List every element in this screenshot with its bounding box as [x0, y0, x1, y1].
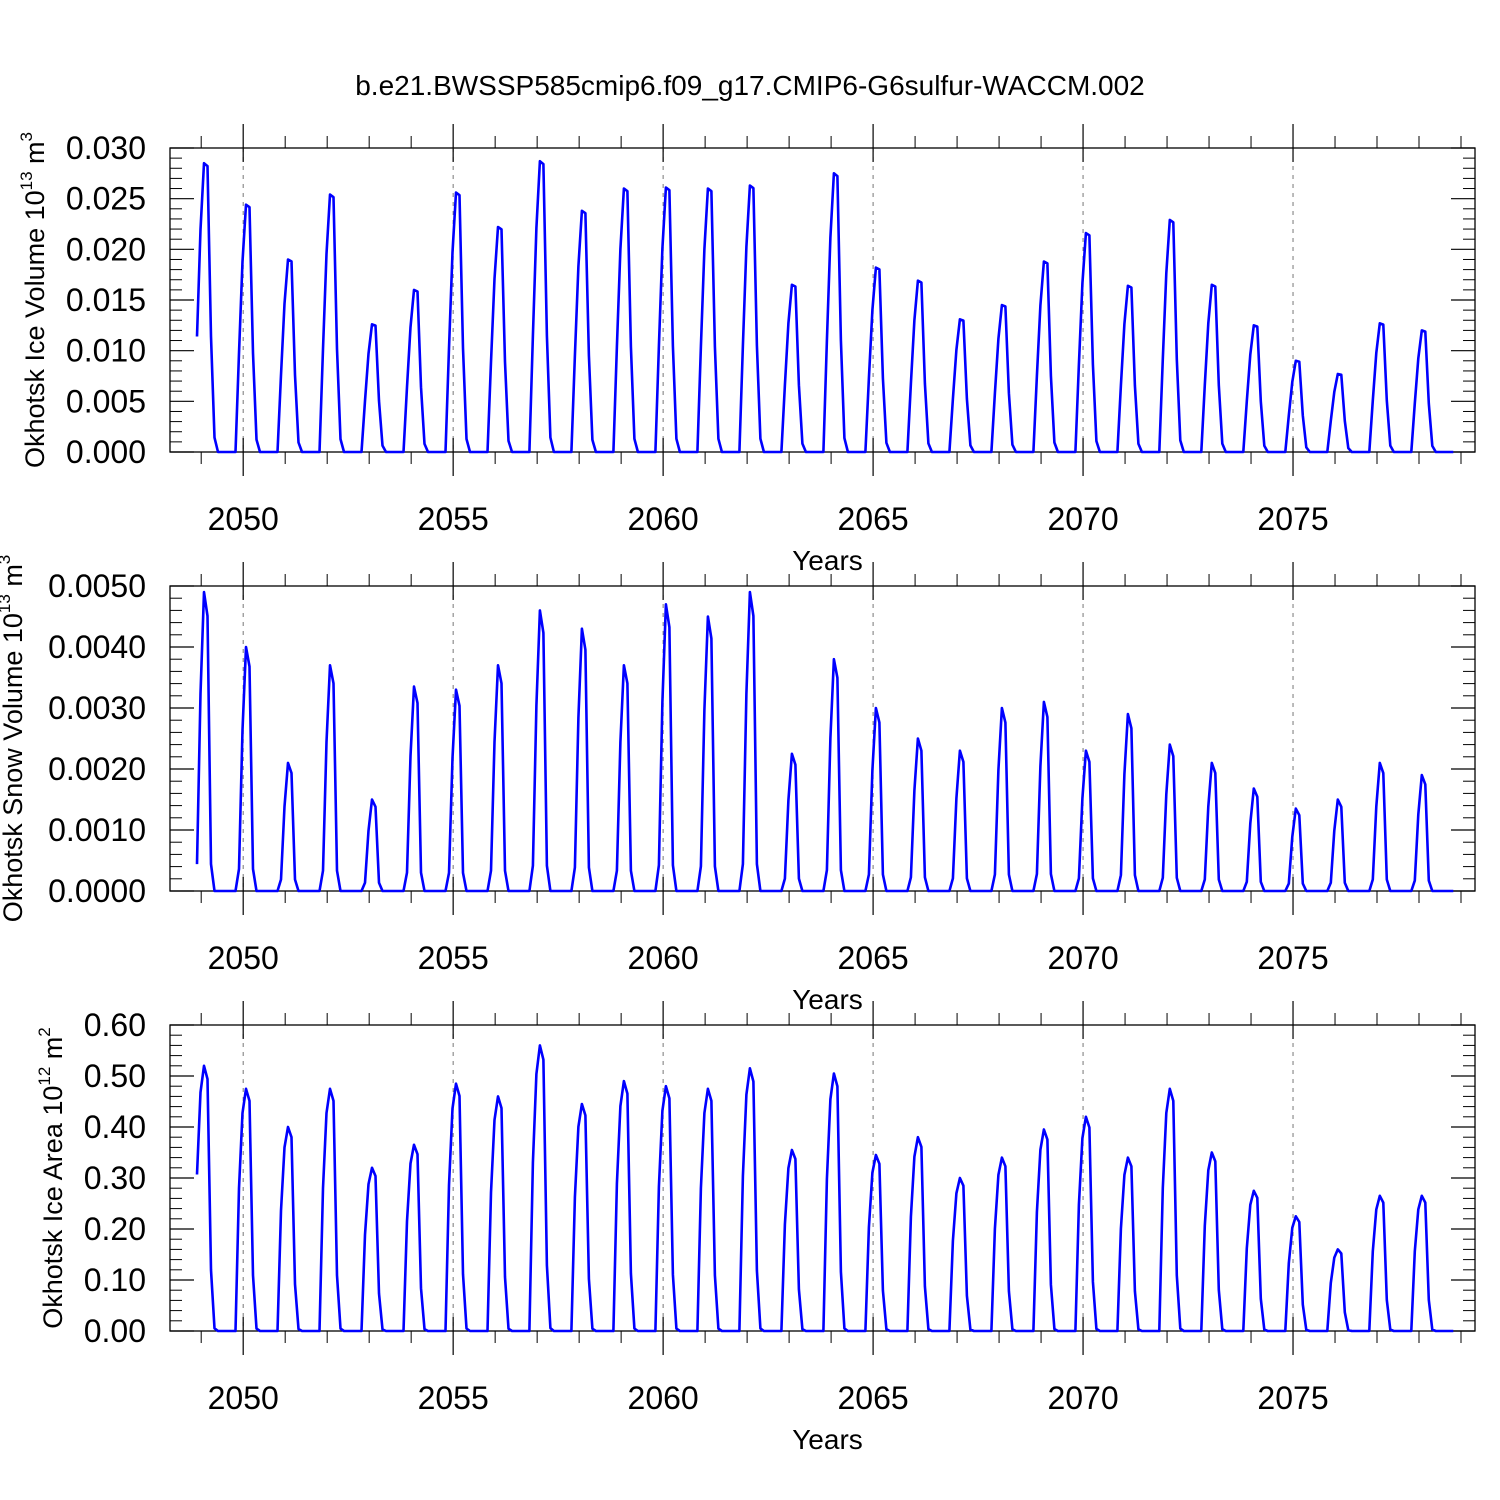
y-axis-label-exponent: 12 [35, 1067, 54, 1086]
x-tick-label: 2055 [418, 1380, 489, 1416]
x-tick-label: 2065 [837, 940, 908, 976]
x-tick-label: 2060 [628, 940, 699, 976]
y-tick-label: 0.0000 [48, 873, 146, 909]
y-tick-label: 0.005 [66, 383, 146, 419]
y-axis-label-exponent: 13 [0, 594, 14, 613]
series-line [195, 1044, 1454, 1333]
y-tick-label: 0.10 [84, 1262, 146, 1298]
series-line [195, 590, 1454, 893]
y-axis-label-unit: m [38, 1037, 68, 1067]
y-tick-label: 0.020 [66, 231, 146, 267]
x-tick-label: 2075 [1257, 1380, 1328, 1416]
chart-panel-3: 2050 2055 2060 2065 2070 2075 0.00 0.10 0.20 0.30… [35, 1001, 1476, 1455]
y-tick-label: 0.40 [84, 1109, 146, 1145]
y-axis-label-unit-exponent: 3 [17, 132, 36, 141]
y-axis-label-unit-exponent: 2 [35, 1027, 54, 1036]
y-axis-label-unit: m [20, 141, 50, 171]
y-tick-label: 0.0050 [48, 568, 146, 604]
x-tick-label: 2050 [208, 501, 279, 537]
figure-title: b.e21.BWSSP585cmip6.f09_g17.CMIP6-G6sulf… [355, 70, 1145, 101]
x-axis-label: Years [792, 545, 863, 576]
x-tick-label: 2050 [208, 1380, 279, 1416]
plot-frame [169, 1024, 1476, 1332]
y-axis-label-exponent: 13 [17, 171, 36, 190]
y-axis-label: Okhotsk Snow Volume 1013 m3 [0, 555, 28, 923]
y-axis-label: Okhotsk Ice Volume 1013 m3 [17, 132, 50, 468]
x-tick-label: 2070 [1047, 1380, 1118, 1416]
x-tick-label: 2070 [1047, 501, 1118, 537]
y-tick-label: 0.60 [84, 1007, 146, 1043]
x-tick-label: 2065 [837, 501, 908, 537]
y-axis-label-text: Okhotsk Snow Volume 10 [0, 613, 28, 922]
series-line [195, 159, 1454, 454]
y-tick-label: 0.50 [84, 1058, 146, 1094]
y-axis-label-text: Okhotsk Ice Volume 10 [20, 190, 50, 468]
chart-panel-2: 2050 2055 2060 2065 2070 2075 0.0000 0.0010 0.00… [0, 555, 1476, 1015]
plot-frame [169, 585, 1476, 892]
y-tick-label: 0.025 [66, 181, 146, 217]
x-tick-label: 2065 [837, 1380, 908, 1416]
x-tick-label: 2075 [1257, 940, 1328, 976]
x-tick-label: 2060 [628, 501, 699, 537]
chart-panel-1: 2050 2055 2060 2065 2070 2075 0.000 0.005 0.010 0… [17, 124, 1476, 576]
y-axis-label: Okhotsk Ice Area 1012 m2 [35, 1027, 68, 1329]
x-tick-label: 2075 [1257, 501, 1328, 537]
x-axis-label: Years [792, 1424, 863, 1455]
y-axis-label-unit: m [0, 564, 28, 594]
x-tick-label: 2070 [1047, 940, 1118, 976]
y-tick-label: 0.0020 [48, 751, 146, 787]
y-tick-label: 0.00 [84, 1313, 146, 1349]
x-axis-label: Years [792, 984, 863, 1015]
y-tick-label: 0.000 [66, 434, 146, 470]
y-tick-label: 0.0010 [48, 812, 146, 848]
x-tick-label: 2055 [418, 940, 489, 976]
y-tick-label: 0.0030 [48, 690, 146, 726]
y-tick-label: 0.0040 [48, 629, 146, 665]
y-tick-label: 0.20 [84, 1211, 146, 1247]
x-tick-label: 2050 [208, 940, 279, 976]
x-tick-label: 2060 [628, 1380, 699, 1416]
y-tick-label: 0.010 [66, 333, 146, 369]
y-tick-label: 0.030 [66, 130, 146, 166]
y-tick-label: 0.015 [66, 282, 146, 318]
x-tick-label: 2055 [418, 501, 489, 537]
y-axis-label-unit-exponent: 3 [0, 555, 14, 564]
y-tick-label: 0.30 [84, 1160, 146, 1196]
y-axis-label-text: Okhotsk Ice Area 10 [38, 1086, 68, 1329]
